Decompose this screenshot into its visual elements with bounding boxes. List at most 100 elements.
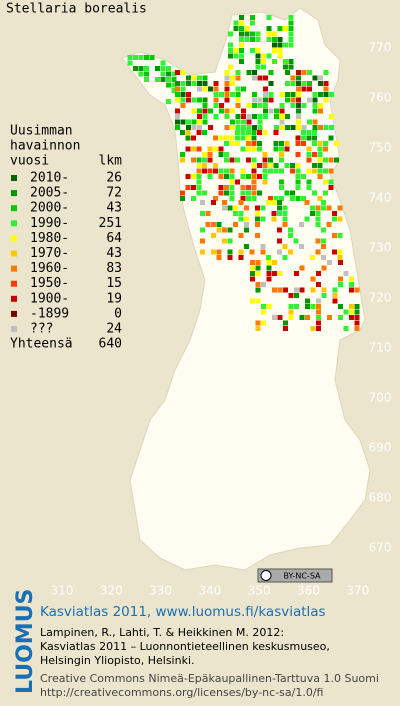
observation-cell [312,190,317,196]
observation-cell [338,304,343,309]
observation-cell [175,70,180,75]
observation-cell [155,66,160,71]
observation-cell [307,70,312,75]
observation-cell [180,86,186,92]
legend-label: 2010- [30,171,69,186]
observation-cell [268,196,273,201]
observation-cell [218,146,224,152]
observation-cell [272,59,277,64]
observation-cell [255,271,261,276]
observation-cell [288,59,294,64]
observation-cell [279,103,285,108]
observation-cell [166,99,171,104]
observation-cell [337,216,343,222]
observation-cell [251,185,257,190]
observation-cell [255,53,261,59]
observation-cell [277,48,283,53]
observation-cell [257,174,262,179]
observation-cell [285,70,290,75]
observation-cell [307,81,312,86]
observation-cell [186,97,191,103]
observation-cell [197,97,202,103]
observation-cell [127,60,133,66]
observation-cell [191,146,196,152]
observation-cell [218,168,224,174]
observation-cell [224,75,230,81]
observation-cell [224,125,230,130]
observation-cell [268,168,273,174]
observation-cell [213,196,218,201]
east-label: 370 [346,584,369,598]
observation-cell [213,81,219,86]
observation-cell [175,97,180,103]
observation-cell [290,196,295,201]
observation-cell [283,26,288,31]
observation-cell [283,287,288,293]
observation-cell [299,244,304,249]
observation-cell [316,282,321,287]
observation-cell [255,298,261,304]
observation-cell [257,125,263,130]
observation-cell [213,86,219,92]
observation-cell [222,205,227,211]
observation-cell [246,190,251,196]
observation-cell [294,271,299,276]
observation-cell [295,179,301,185]
observation-cell [138,71,144,77]
observation-cell [207,157,213,163]
observation-cell [251,190,257,196]
north-label: 680 [369,491,392,505]
observation-cell [354,320,360,326]
observation-cell [310,255,315,260]
observation-cell [252,114,257,119]
observation-cell [295,185,301,190]
observation-cell [186,125,191,130]
observation-cell [196,179,202,185]
observation-cell [224,174,229,179]
observation-cell [202,168,207,174]
observation-cell [191,196,196,201]
observation-cell [328,157,334,163]
license: http://creativecommons.org/licenses/by-n… [40,686,323,699]
observation-cell [230,119,235,125]
observation-cell [323,179,328,185]
observation-cell [240,185,246,190]
observation-cell [175,114,180,119]
observation-cell [354,304,360,309]
observation-cell [196,157,202,163]
observation-cell [229,185,235,190]
observation-cell [349,287,354,293]
observation-cell [274,114,279,119]
observation-cell [218,174,224,179]
observation-cell [246,196,251,201]
observation-cell [312,119,318,125]
observation-cell [255,265,261,271]
observation-cell [288,37,294,42]
observation-cell [260,205,266,211]
observation-cell [144,66,149,71]
observation-cell [208,86,213,92]
legend-swatch [11,220,17,227]
observation-cell [246,70,252,75]
observation-cell [272,315,277,320]
observation-cell [284,163,290,168]
observation-cell [262,130,268,135]
observation-cell [301,130,306,135]
observation-cell [200,211,205,216]
observation-cell [160,66,166,71]
observation-cell [310,287,316,293]
observation-cell [284,146,290,152]
observation-cell [315,249,321,255]
observation-cell [160,71,166,77]
legend-label: ??? [30,322,53,337]
observation-cell [285,97,290,103]
observation-cell [180,119,186,125]
observation-cell [327,260,332,265]
observation-cell [263,103,268,108]
observation-cell [273,141,279,146]
observation-cell [175,108,180,114]
observation-cell [251,141,257,146]
observation-cell [272,31,277,37]
legend: 2010- 26 2005- 72 2000- 43 1990- 251 1980- 64 1970… [10,171,122,352]
citation: Helsingin Yliopisto, Helsinki. [40,654,195,667]
